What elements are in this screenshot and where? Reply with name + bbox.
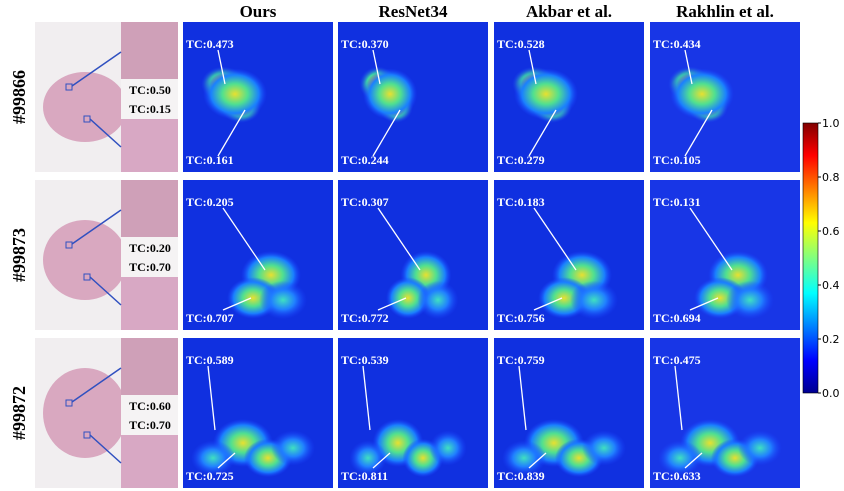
- predicted-tc: TC:0.811: [341, 469, 388, 483]
- heatmap-blob: [582, 430, 626, 465]
- colorbar-tick-label: 0.8: [822, 171, 840, 184]
- ground-truth-tc: TC:0.60: [129, 399, 171, 413]
- heatmap-blob: [418, 281, 459, 319]
- row-id: #99866: [9, 70, 29, 124]
- colorbar-tick-label: 0.0: [822, 387, 840, 400]
- predicted-tc: TC:0.539: [341, 353, 389, 367]
- heatmap-blob: [570, 281, 618, 319]
- predicted-tc: TC:0.105: [653, 153, 701, 167]
- column-header: Rakhlin et al.: [676, 2, 774, 21]
- tissue: [43, 220, 127, 300]
- zoom-inset: [121, 430, 178, 488]
- predicted-tc: TC:0.694: [653, 311, 701, 325]
- column-header: Akbar et al.: [526, 2, 612, 21]
- column-header: Ours: [240, 2, 277, 21]
- heatmap-blob: [429, 430, 466, 465]
- column-header: ResNet34: [379, 2, 448, 21]
- predicted-tc: TC:0.707: [186, 311, 234, 325]
- predicted-tc: TC:0.528: [497, 37, 545, 51]
- predicted-tc: TC:0.759: [497, 353, 545, 367]
- ground-truth-tc: TC:0.70: [129, 418, 171, 432]
- ground-truth-tc: TC:0.70: [129, 260, 171, 274]
- colorbar: [803, 123, 818, 393]
- heatmap-blob: [363, 68, 417, 119]
- heatmap-blob: [726, 281, 774, 319]
- predicted-tc: TC:0.205: [186, 195, 234, 209]
- heatmap-blob: [738, 430, 782, 465]
- heatmap-blob: [271, 430, 315, 465]
- ground-truth-tc: TC:0.20: [129, 241, 171, 255]
- colorbar-tick-label: 0.6: [822, 225, 840, 238]
- heatmap-blob: [514, 68, 578, 119]
- predicted-tc: TC:0.756: [497, 311, 545, 325]
- zoom-inset: [121, 272, 178, 330]
- predicted-tc: TC:0.725: [186, 469, 234, 483]
- tissue: [43, 72, 127, 142]
- predicted-tc: TC:0.244: [341, 153, 389, 167]
- figure: Ours ResNet34 Akbar et al. Rakhlin et al. #9…: [0, 0, 844, 491]
- heatmap-blob: [670, 68, 734, 119]
- predicted-tc: TC:0.307: [341, 195, 389, 209]
- predicted-tc: TC:0.475: [653, 353, 701, 367]
- predicted-tc: TC:0.183: [497, 195, 545, 209]
- colorbar-tick-label: 1.0: [822, 117, 840, 130]
- predicted-tc: TC:0.370: [341, 37, 389, 51]
- predicted-tc: TC:0.633: [653, 469, 701, 483]
- heatmap-blob: [259, 281, 307, 319]
- ground-truth-tc: TC:0.50: [129, 83, 171, 97]
- predicted-tc: TC:0.131: [653, 195, 701, 209]
- zoom-inset: [121, 114, 178, 172]
- row-id: #99872: [9, 386, 29, 440]
- predicted-tc: TC:0.589: [186, 353, 234, 367]
- heatmap-blob: [203, 68, 267, 119]
- colorbar-tick-label: 0.2: [822, 333, 840, 346]
- ground-truth-tc: TC:0.15: [129, 102, 171, 116]
- predicted-tc: TC:0.473: [186, 37, 234, 51]
- predicted-tc: TC:0.161: [186, 153, 234, 167]
- colorbar-tick-label: 0.4: [822, 279, 840, 292]
- tissue: [43, 368, 127, 458]
- predicted-tc: TC:0.839: [497, 469, 545, 483]
- predicted-tc: TC:0.279: [497, 153, 545, 167]
- predicted-tc: TC:0.434: [653, 37, 701, 51]
- row-id: #99873: [9, 228, 29, 282]
- predicted-tc: TC:0.772: [341, 311, 389, 325]
